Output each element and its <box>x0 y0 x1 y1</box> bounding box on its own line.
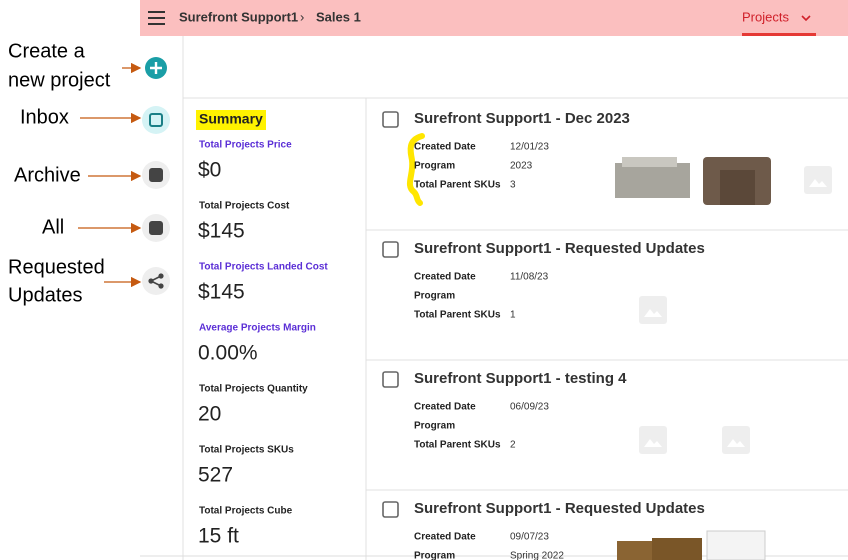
icon-glyph <box>149 221 163 235</box>
breadcrumb-sep: › <box>300 9 304 24</box>
field-value: 11/08/23 <box>510 272 549 283</box>
image-placeholder-glyph <box>809 179 827 187</box>
annotation-label: Updates <box>8 284 83 306</box>
breadcrumb[interactable]: Sales 1 <box>316 9 361 24</box>
card-title[interactable]: Surefront Support1 - Requested Updates <box>414 500 705 517</box>
summary-value: $0 <box>198 159 221 182</box>
nav-underline <box>742 33 816 36</box>
field-value: 2 <box>510 440 516 451</box>
icon-glyph <box>149 113 163 127</box>
summary-label: Total Projects Price <box>199 140 292 151</box>
breadcrumb[interactable]: Surefront Support1 <box>179 9 298 24</box>
field-label: Total Parent SKUs <box>414 180 501 191</box>
field-value: Spring 2022 <box>510 551 564 560</box>
product-image <box>615 163 690 198</box>
summary-value: 15 ft <box>198 525 239 548</box>
checkbox[interactable] <box>382 111 399 128</box>
annotation-label: All <box>42 216 64 238</box>
product-image <box>720 170 755 205</box>
summary-value: 0.00% <box>198 342 258 365</box>
card-title[interactable]: Surefront Support1 - testing 4 <box>414 370 627 387</box>
annotation-label: Inbox <box>20 106 69 128</box>
product-image <box>622 157 677 167</box>
field-label: Program <box>414 551 455 560</box>
annotation-label: new project <box>8 69 111 91</box>
scribble <box>406 133 425 206</box>
card-title[interactable]: Surefront Support1 - Dec 2023 <box>414 110 630 127</box>
annotation-label: Create a <box>8 40 86 62</box>
product-image <box>706 530 766 560</box>
top-bar <box>140 0 848 36</box>
field-value: 1 <box>510 310 516 321</box>
field-value: 09/07/23 <box>510 532 549 543</box>
sidebar-icon[interactable] <box>142 106 170 134</box>
summary-label: Average Projects Margin <box>199 323 316 334</box>
field-label: Program <box>414 161 455 172</box>
summary-value: $145 <box>198 281 245 304</box>
image-placeholder <box>804 166 832 194</box>
checkbox[interactable] <box>382 241 399 258</box>
card-title[interactable]: Surefront Support1 - Requested Updates <box>414 240 705 257</box>
field-value: 06/09/23 <box>510 402 549 413</box>
field-label: Program <box>414 421 455 432</box>
nav-caret <box>801 15 811 22</box>
icon-glyph <box>149 168 163 182</box>
image-placeholder-glyph <box>644 439 662 447</box>
checkbox[interactable] <box>382 371 399 388</box>
summary-title: Summary <box>199 111 263 127</box>
annotation-label: Requested <box>8 256 105 278</box>
summary-label: Total Projects SKUs <box>199 445 294 456</box>
checkbox[interactable] <box>382 501 399 518</box>
field-label: Total Parent SKUs <box>414 310 501 321</box>
summary-value: 20 <box>198 403 221 426</box>
summary-value: $145 <box>198 220 245 243</box>
product-image <box>652 538 702 560</box>
image-placeholder <box>722 426 750 454</box>
summary-label: Total Projects Cube <box>199 506 293 517</box>
summary-label: Total Projects Landed Cost <box>199 262 328 273</box>
summary-value: 527 <box>198 464 233 487</box>
icon-glyph <box>148 278 154 284</box>
field-value: 2023 <box>510 161 533 172</box>
icon-glyph <box>158 283 164 289</box>
image-placeholder <box>639 296 667 324</box>
field-label: Program <box>414 291 455 302</box>
nav-tab[interactable]: Projects <box>742 9 789 24</box>
field-label: Created Date <box>414 142 476 153</box>
summary-label: Total Projects Cost <box>199 201 290 212</box>
icon-glyph <box>158 273 164 279</box>
field-value: 12/01/23 <box>510 142 549 153</box>
image-placeholder-glyph <box>727 439 745 447</box>
sidebar-icon[interactable] <box>142 267 170 295</box>
field-label: Total Parent SKUs <box>414 440 501 451</box>
field-label: Created Date <box>414 402 476 413</box>
image-placeholder-glyph <box>644 309 662 317</box>
image-placeholder <box>639 426 667 454</box>
highlight <box>196 110 266 130</box>
product-image <box>617 541 657 560</box>
field-label: Created Date <box>414 532 476 543</box>
summary-label: Total Projects Quantity <box>199 384 308 395</box>
annotation-label: Archive <box>14 164 81 186</box>
icon-glyph <box>150 62 162 74</box>
menu-icon[interactable] <box>148 11 165 25</box>
field-value: 3 <box>510 180 516 191</box>
field-label: Created Date <box>414 272 476 283</box>
